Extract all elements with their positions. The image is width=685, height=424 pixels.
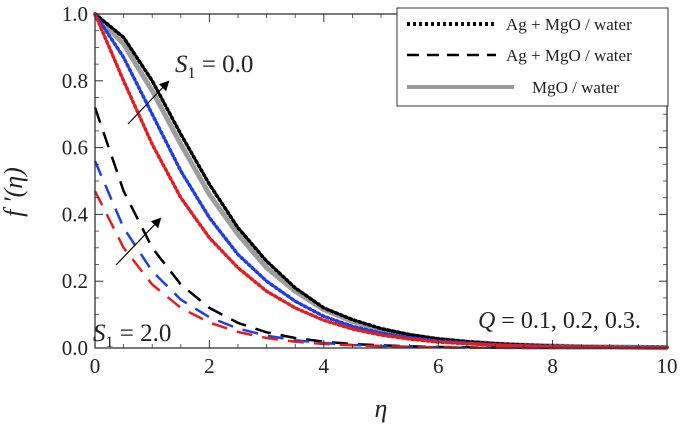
x-tick-label: 6 xyxy=(433,354,444,378)
x-tick-label: 2 xyxy=(204,354,215,378)
svg-text:S1 = 2.0: S1 = 2.0 xyxy=(93,320,171,351)
x-tick-label: 4 xyxy=(319,354,330,378)
y-tick-label: 0.8 xyxy=(62,69,88,93)
annotation-s1-top: S1 = 0.0 xyxy=(175,51,253,82)
y-tick-label: 0.4 xyxy=(62,202,89,226)
series-line-s1_0-q3-dotted xyxy=(93,12,669,350)
x-axis-label: η xyxy=(375,394,388,423)
arrow-s1-top xyxy=(127,80,170,125)
y-tick-label: 0.6 xyxy=(62,136,88,160)
x-tick-label: 0 xyxy=(90,354,101,378)
annotation-q: Q = 0.1, 0.2, 0.3. xyxy=(478,308,641,334)
svg-text:Q = 0.1, 0.2, 0.3.: Q = 0.1, 0.2, 0.3. xyxy=(478,308,641,334)
y-tick-label: 1.0 xyxy=(62,2,88,26)
axis-ticks: 0 2 4 6 8 10 0.0 0.2 0.4 0.6 0.8 1.0 xyxy=(62,2,678,378)
legend-label-3: MgO / water xyxy=(532,78,619,97)
arrow-s1-bottom xyxy=(115,217,162,266)
y-tick-label: 0.0 xyxy=(62,336,88,360)
legend-label-2: Ag + MgO / water xyxy=(506,46,632,65)
x-tick-label: 8 xyxy=(547,354,558,378)
legend-label-1: Ag + MgO / water xyxy=(506,15,632,34)
annotation-s1-bottom: S1 = 2.0 xyxy=(93,320,171,351)
y-axis-label: f ′(η) xyxy=(0,167,28,217)
x-tick-label: 10 xyxy=(657,354,678,378)
legend-box xyxy=(396,7,669,107)
y-tick-label: 0.2 xyxy=(62,269,88,293)
legend: Ag + MgO / water Ag + MgO / water MgO / … xyxy=(396,7,669,107)
svg-text:S1 = 0.0: S1 = 0.0 xyxy=(175,51,253,82)
